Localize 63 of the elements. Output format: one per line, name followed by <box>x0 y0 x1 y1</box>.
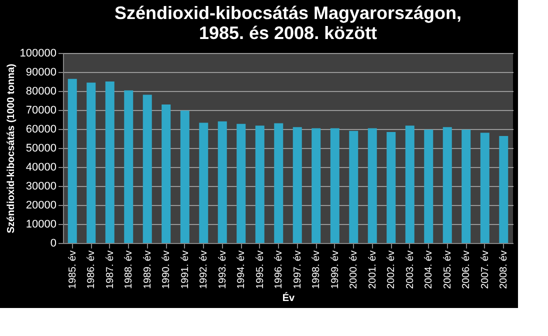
x-tick-label: 2005. év <box>442 250 454 289</box>
bar <box>330 128 340 243</box>
bar <box>405 126 414 243</box>
bar <box>162 104 171 243</box>
y-axis-title: Széndioxid-kibocsátás (1000 tonna) <box>6 64 17 234</box>
x-tick-label: 1999. év <box>330 250 341 289</box>
bar <box>218 121 227 243</box>
bar <box>442 127 452 243</box>
bar <box>142 94 152 243</box>
y-tick-label: 20000 <box>26 200 56 212</box>
x-tick-label: 2008. év <box>498 250 510 289</box>
bar <box>86 82 96 243</box>
x-tick-label: 1997. év <box>292 250 304 289</box>
x-tick-label: 1987. év <box>104 250 116 289</box>
x-tick-label: 2000. év <box>348 250 360 289</box>
x-tick-label: 2007. év <box>480 250 491 289</box>
x-tick-label: 1991. év <box>180 250 191 289</box>
bar <box>255 126 264 243</box>
bar <box>124 90 134 243</box>
x-tick-label: 2002. év <box>386 250 398 289</box>
x-tick-label: 1998. év <box>311 250 322 289</box>
y-tick-label: 70000 <box>26 104 56 116</box>
x-tick-label: 1996. év <box>274 250 285 289</box>
y-tick-label: 10000 <box>26 218 56 230</box>
bar <box>386 132 396 243</box>
bar <box>499 136 508 243</box>
y-tick-label: 30000 <box>26 180 56 192</box>
x-tick-label: 1988. év <box>124 250 135 289</box>
bar <box>312 128 321 243</box>
x-tick-label: 1993. év <box>217 250 228 289</box>
bar <box>480 132 490 243</box>
x-tick-label: 1995. év <box>254 250 266 289</box>
bar <box>105 82 114 243</box>
x-tick-label: 1989. év <box>142 250 154 289</box>
bar <box>424 130 434 243</box>
x-tick-label: 1986. év <box>86 250 98 289</box>
bar <box>68 78 77 243</box>
y-tick-label: 60000 <box>26 124 56 136</box>
bar <box>292 127 302 243</box>
bar <box>274 123 284 243</box>
x-tick-label: 1990. év <box>161 250 172 289</box>
y-tick-label: 40000 <box>26 162 56 174</box>
x-tick-label: 2004. év <box>424 250 435 289</box>
bar <box>180 110 190 243</box>
bar <box>236 124 246 243</box>
bar <box>199 122 208 243</box>
x-tick-label: 1985. év <box>67 250 78 289</box>
bar <box>462 130 471 243</box>
x-tick-label: 1992. év <box>198 250 210 289</box>
y-tick-label: 100000 <box>20 48 56 60</box>
y-tick-label: 90000 <box>26 66 56 78</box>
x-tick-label: 1994. év <box>236 250 248 289</box>
x-tick-label: 2003. év <box>404 250 416 289</box>
x-axis-title: Év <box>282 292 296 304</box>
bar <box>368 128 377 243</box>
x-tick-label: 2006. év <box>461 250 472 289</box>
y-tick-label: 80000 <box>26 86 56 98</box>
bar <box>349 130 358 243</box>
y-tick-label: 0 <box>50 238 56 250</box>
y-tick-label: 50000 <box>26 142 56 154</box>
text: Széndioxid-kibocsátás Magyarországon, <box>114 3 462 23</box>
text: 1985. és 2008. között <box>198 23 378 43</box>
x-tick-label: 2001. év <box>367 250 378 289</box>
